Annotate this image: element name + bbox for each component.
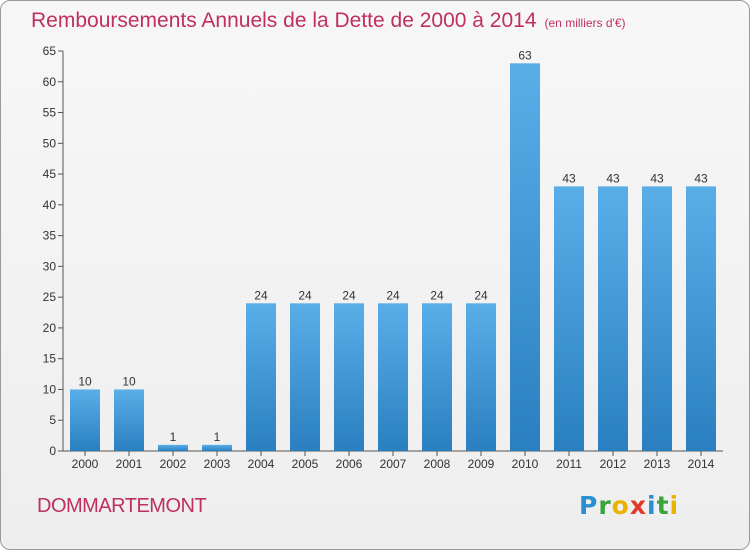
y-tick-label: 35 [43,229,57,243]
data-label: 43 [606,171,620,185]
proxiti-logo: Proxiti [579,491,679,520]
data-label: 10 [122,374,136,388]
x-tick-label: 2012 [600,457,627,471]
logo-letter: r [598,491,612,520]
bars [70,63,716,452]
bar [378,303,408,451]
data-label: 24 [298,288,312,302]
y-tick-label: 65 [43,44,57,58]
logo-letter: o [611,491,630,520]
x-tick-label: 2002 [160,457,187,471]
bar [686,186,716,451]
bar [246,303,276,451]
y-tick-label: 25 [43,290,57,304]
y-tick-label: 10 [43,382,57,396]
data-label: 1 [170,430,177,444]
bar [466,303,496,451]
y-tick-label: 5 [49,413,56,427]
logo-letter: i [647,491,657,520]
bar [334,303,364,451]
x-tick-label: 2011 [556,457,582,471]
data-label: 1 [214,430,221,444]
data-label: 24 [430,288,444,302]
bar-chart: 0 5 10 15 20 25 30 35 40 45 50 55 60 65 2000 2001 2002 20… [43,44,723,471]
bar [290,303,320,451]
chart-title: Remboursements Annuels de la Dette de 20… [31,9,626,33]
x-tick-label: 2014 [688,457,715,471]
data-label: 24 [386,288,400,302]
x-tick-label: 2013 [644,457,671,471]
data-label: 63 [518,48,532,62]
y-tick-label: 40 [43,198,57,212]
data-label: 43 [562,171,576,185]
x-tick-label: 2005 [292,457,319,471]
bar [114,389,144,451]
logo-letter: x [629,491,647,520]
bar [422,303,452,451]
y-tick-label: 45 [43,167,57,181]
x-tick-label: 2006 [336,457,363,471]
x-tick-label: 2008 [424,457,451,471]
y-tick-label: 55 [43,106,57,120]
logo-letter: t [656,491,670,520]
x-tick-label: 2001 [116,457,143,471]
y-tick-label: 30 [43,259,57,273]
data-label: 24 [474,288,488,302]
data-label: 10 [78,374,92,388]
x-tick-label: 2003 [204,457,231,471]
data-label: 24 [254,288,268,302]
commune-name: DOMMARTEMONT [37,495,207,517]
y-tick-label: 50 [43,136,57,150]
data-label: 43 [694,171,708,185]
chart-subtitle: (en milliers d'€) [544,16,626,30]
bar [554,186,584,451]
data-label: 43 [650,171,664,185]
x-tick-label: 2010 [512,457,539,471]
y-tick-label: 20 [43,321,57,335]
bar [598,186,628,451]
logo-letter: i [669,491,680,520]
data-labels: 10 10 1 1 24 24 24 24 24 24 63 43 43 43 43 [78,48,708,444]
x-tick-label: 2000 [72,457,99,471]
x-tick-label: 2009 [468,457,495,471]
bar [202,444,232,451]
bar [510,63,540,452]
y-tick-label: 15 [43,352,57,366]
y-tick-label: 0 [49,444,56,458]
logo-letter: P [579,491,599,520]
bar [158,444,188,451]
chart-title-text: Remboursements Annuels de la Dette de 20… [31,9,537,32]
x-tick-label: 2004 [248,457,275,471]
bar [70,389,100,451]
y-tick-label: 60 [43,75,57,89]
data-label: 24 [342,288,356,302]
bar [642,186,672,451]
x-tick-label: 2007 [380,457,407,471]
